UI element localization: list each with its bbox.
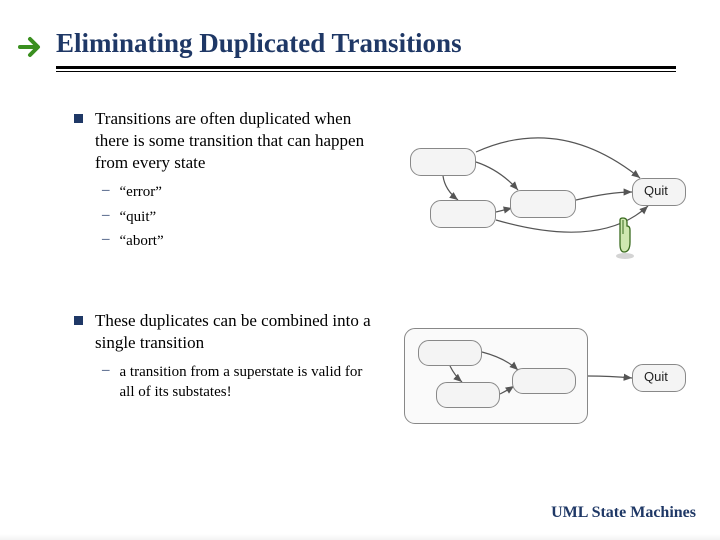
square-bullet-icon [74,114,83,123]
square-bullet-icon [74,316,83,325]
diagram-duplicated-transitions: Quit [400,120,700,280]
title-arrow-icon [18,32,48,62]
sub-text: a transition from a superstate is valid … [120,362,375,403]
state-node [430,200,496,228]
state-node [436,382,500,408]
bullet-text: These duplicates can be combined into a … [95,310,374,354]
state-node [410,148,476,176]
title-rule-thin [56,71,676,72]
sub-list: – a transition from a superstate is vali… [102,362,374,403]
sub-item: – “error” [102,182,374,202]
footer-text: UML State Machines [551,504,696,522]
cursor-pointer-icon [610,216,636,260]
state-node [510,190,576,218]
bullet-item: Transitions are often duplicated when th… [74,108,374,174]
sub-text: “error” [120,182,162,202]
dash-icon: – [102,231,110,248]
sub-item: – a transition from a superstate is vali… [102,362,374,403]
sub-text: “quit” [120,207,157,227]
bullet-block-2: These duplicates can be combined into a … [74,310,374,407]
sub-item: – “quit” [102,207,374,227]
bullet-text: Transitions are often duplicated when th… [95,108,374,174]
dash-icon: – [102,207,110,224]
state-node [512,368,576,394]
title-rule-thick [56,66,676,69]
sub-list: – “error” – “quit” – “abort” [102,182,374,251]
quit-label: Quit [644,183,668,198]
state-node [418,340,482,366]
dash-icon: – [102,182,110,199]
diagram-superstate: Quit [400,320,700,440]
quit-label: Quit [644,369,668,384]
dash-icon: – [102,362,110,379]
page-title: Eliminating Duplicated Transitions [56,28,462,59]
bullet-item: These duplicates can be combined into a … [74,310,374,354]
bullet-block-1: Transitions are often duplicated when th… [74,108,374,255]
sub-item: – “abort” [102,231,374,251]
sub-text: “abort” [120,231,164,251]
bottom-shadow [0,534,720,540]
